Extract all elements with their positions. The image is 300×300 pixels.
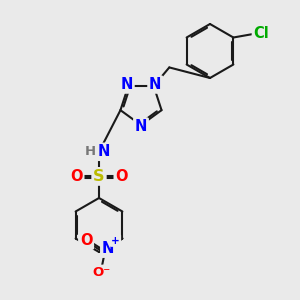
Text: S: S: [93, 169, 105, 184]
Text: +: +: [111, 236, 120, 246]
Text: Cl: Cl: [254, 26, 269, 41]
Text: O: O: [115, 169, 128, 184]
Text: O: O: [80, 233, 92, 248]
Text: O⁻: O⁻: [92, 266, 110, 279]
Text: N: N: [121, 77, 133, 92]
Text: N: N: [149, 77, 161, 92]
Text: N: N: [98, 144, 110, 159]
Text: O: O: [70, 169, 83, 184]
Text: H: H: [84, 145, 96, 158]
Text: N: N: [135, 119, 147, 134]
Text: N: N: [102, 241, 114, 256]
